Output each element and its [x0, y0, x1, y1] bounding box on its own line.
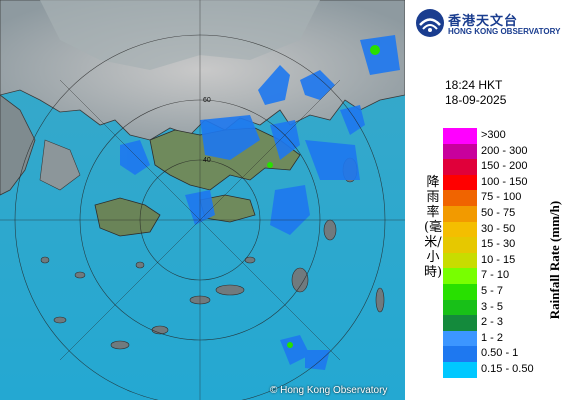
- legend-swatch: [443, 268, 477, 285]
- legend-item: 3 - 5: [443, 299, 523, 316]
- radar-map[interactable]: 40 60 © Hong Kong Observatory: [0, 0, 405, 400]
- rain-echo-heavy: [267, 45, 380, 348]
- legend-label: 0.15 - 0.50: [481, 363, 534, 375]
- legend-item: 50 - 75: [443, 206, 523, 222]
- legend-item: 0.50 - 1: [443, 346, 523, 363]
- radial-lines: [0, 0, 405, 400]
- hko-logo[interactable]: 香港天文台 HONG KONG OBSERVATORY: [415, 6, 575, 40]
- legend-item: 200 - 300: [443, 143, 527, 160]
- legend-item: >300: [443, 128, 523, 144]
- org-name-cn: 香港天文台: [448, 14, 519, 29]
- legend-swatch: [443, 128, 477, 144]
- legend-swatch: [443, 346, 477, 363]
- legend-label: 7 - 10: [481, 269, 510, 282]
- legend-swatch: [443, 362, 477, 378]
- org-name-en: HONG KONG OBSERVATORY: [448, 27, 561, 36]
- legend-item: 15 - 30: [443, 237, 523, 254]
- legend-title-en: Rainfall Rate (mm/h): [547, 200, 562, 320]
- legend-item: 1 - 2: [443, 330, 523, 347]
- copyright-text: © Hong Kong Observatory: [270, 385, 388, 396]
- legend-item: 75 - 100: [443, 190, 523, 207]
- legend-swatch: [443, 221, 477, 238]
- legend-swatch: [443, 174, 477, 191]
- legend-swatch: [443, 143, 477, 160]
- radar-map-canvas: 40 60: [0, 0, 405, 400]
- legend-label: 1 - 2: [481, 331, 504, 344]
- legend-item: 150 - 200: [443, 159, 527, 176]
- legend-item: 5 - 7: [443, 284, 523, 300]
- mainland-north: [40, 0, 320, 70]
- west-land: [0, 94, 36, 196]
- legend-label: 100 - 150: [481, 175, 528, 188]
- hko-emblem-icon: [416, 9, 444, 37]
- legend-label: 15 - 30: [481, 238, 516, 251]
- legend-swatch: [443, 159, 477, 176]
- legend-swatch: [443, 299, 477, 316]
- legend-item: 7 - 10: [443, 268, 523, 285]
- small-islands: [40, 157, 385, 350]
- legend-title-cn: 降雨率(毫米/小時): [423, 175, 443, 280]
- observation-time: 18:24 HKT: [445, 78, 503, 92]
- legend-swatch: [443, 190, 477, 207]
- legend-label: 30 - 50: [481, 222, 516, 235]
- legend-label: 2 - 3: [481, 316, 504, 329]
- legend-label: 0.50 - 1: [481, 347, 519, 360]
- range-ring-label-60: 60: [203, 97, 211, 104]
- west-land-2: [39, 139, 81, 191]
- side-panel: 香港天文台 HONG KONG OBSERVATORY 18:24 HKT 18…: [405, 0, 577, 400]
- legend-swatch: [443, 284, 477, 300]
- legend-label: 3 - 5: [481, 300, 504, 313]
- legend-label: 10 - 15: [481, 253, 516, 266]
- legend-label: 200 - 300: [481, 144, 528, 157]
- legend-label: >300: [481, 129, 506, 141]
- legend-swatch: [443, 315, 477, 332]
- legend-swatch: [443, 237, 477, 254]
- hk-lantau: [94, 197, 161, 237]
- legend-swatch: [443, 252, 477, 269]
- rain-echo-light: [120, 35, 400, 370]
- legend-item: 30 - 50: [443, 221, 523, 238]
- legend-swatch: [443, 206, 477, 222]
- observation-date: 18-09-2025: [445, 93, 507, 107]
- legend-item: 10 - 15: [443, 252, 523, 269]
- legend-label: 150 - 200: [481, 160, 528, 173]
- legend-item: 100 - 150: [443, 174, 527, 191]
- range-ring-label-40: 40: [203, 157, 211, 164]
- legend-label: 75 - 100: [481, 191, 522, 204]
- legend-item: 2 - 3: [443, 315, 523, 332]
- legend-swatch: [443, 330, 477, 347]
- legend-item: 0.15 - 0.50: [443, 362, 534, 378]
- legend-label: 5 - 7: [481, 285, 504, 297]
- legend-label: 50 - 75: [481, 207, 516, 219]
